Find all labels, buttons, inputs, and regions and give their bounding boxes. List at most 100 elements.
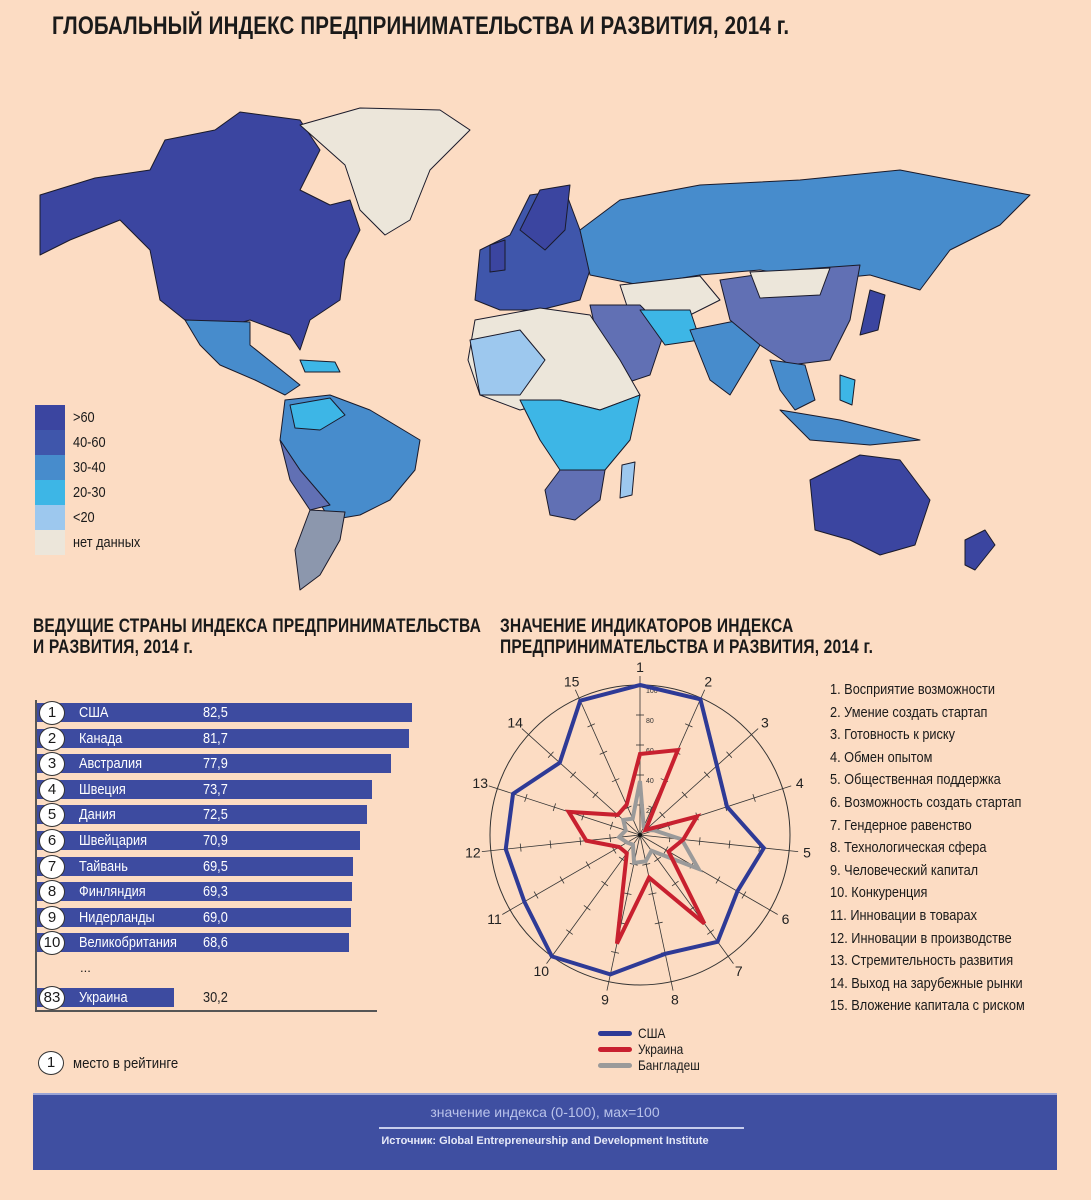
bar-chart-ellipsis: ... [80, 960, 91, 975]
radar-axis [639, 728, 759, 836]
indicator-item: 10. Конкуренция [830, 885, 928, 902]
radar-legend-label: США [638, 1025, 666, 1041]
bar [37, 728, 409, 748]
bar [37, 831, 360, 850]
radar-tick [601, 880, 609, 887]
radar-tick [533, 891, 539, 899]
rank-badge: 8 [39, 880, 65, 905]
radar-tick [609, 834, 611, 843]
radar-tick [698, 837, 701, 846]
footer-banner: значение индекса (0-100), мах=100 Источн… [33, 1093, 1057, 1170]
region-mongolia [749, 267, 831, 299]
region-southeast-asia [769, 359, 816, 411]
value-label: 82,5 [203, 704, 228, 721]
bar-chart: 1 США 82,5 2 Канада 81,7 3 Австралия 77,9 4 Швеция… [0, 0, 450, 1100]
legend-item: 20-30 [35, 480, 152, 505]
value-label: 68,6 [203, 934, 228, 952]
radar-tick [663, 846, 669, 854]
radar-tick [648, 892, 657, 895]
legend-label: 40-60 [73, 434, 106, 451]
radar-axis-label: 6 [782, 911, 790, 927]
radar-axis-label: 8 [671, 991, 679, 1007]
country-label: Украина [79, 989, 128, 1006]
legend-item: 40-60 [35, 430, 152, 455]
legend-item: >60 [35, 405, 152, 430]
rank-badge: 5 [39, 803, 65, 828]
region-japan [859, 289, 886, 336]
radar-series-США [503, 682, 767, 977]
rank-legend: 1 место в рейтинге [38, 1051, 193, 1075]
indicator-item: 3. Готовность к риску [830, 727, 956, 744]
legend-swatch [35, 405, 65, 430]
page-title: ГЛОБАЛЬНЫЙ ИНДЕКС ПРЕДПРИНИМАТЕЛЬСТВА И … [52, 12, 790, 40]
bar-chart-y-axis [35, 700, 37, 1012]
bar [37, 779, 373, 799]
radar-tick [585, 861, 591, 869]
country-label: Тайвань [79, 857, 128, 875]
radar-tick [611, 951, 620, 954]
radar-tick [547, 751, 554, 758]
radar-tick [592, 791, 599, 799]
indicator-item: 12. Инновации в производстве [830, 930, 1012, 947]
radar-radial-tick-label: 80 [646, 718, 654, 725]
rank-badge: 2 [39, 726, 65, 751]
indicator-item: 13. Стремительность развития [830, 953, 1014, 970]
value-label: 69,3 [203, 883, 228, 901]
region-mexico-central-america [184, 319, 301, 396]
rank-badge: 4 [39, 777, 65, 802]
legend-label: >60 [73, 409, 95, 426]
country-label: Нидерланды [79, 908, 155, 926]
legend-label: 20-30 [73, 484, 106, 501]
radar-axis [639, 834, 799, 853]
region-alaska-canada-usa [39, 111, 361, 351]
indicator-item: 4. Обмен опытом [830, 749, 933, 766]
world-map [39, 107, 1031, 591]
radar-radial-tick-label: 40 [646, 778, 654, 785]
radar-axis [639, 785, 792, 836]
rank-badge: 1 [39, 701, 65, 725]
radar-chart-title: ЗНАЧЕНИЕ ИНДИКАТОРОВ ИНДЕКСА ПРЕДПРИНИМА… [500, 616, 873, 658]
region-australia [809, 454, 931, 556]
legend-item: 30-40 [35, 455, 152, 480]
radar-tick [579, 837, 582, 846]
radar-tick [659, 811, 666, 819]
region-madagascar [619, 461, 636, 499]
radar-legend-line [598, 1046, 632, 1052]
rank-badge: 7 [39, 854, 65, 879]
radar-legend-item: Бангладеш [598, 1057, 711, 1073]
radar-legend-item: Украина [598, 1041, 711, 1057]
radar-legend-line [598, 1062, 632, 1068]
radar-tick [642, 863, 651, 866]
value-label: 77,9 [203, 755, 228, 773]
legend-label: 30-40 [73, 459, 106, 476]
source-credit: Источник: Global Entrepreneurship and De… [381, 1135, 709, 1147]
radar-axis-label: 3 [761, 715, 769, 731]
region-scandinavia [519, 184, 571, 251]
radar-tick [565, 929, 573, 935]
indicator-item: 5. Общественная поддержка [830, 772, 1001, 789]
region-southern-africa [544, 469, 606, 521]
bar-chart-title: ВЕДУЩИЕ СТРАНЫ ИНДЕКСА ПРЕДПРИНИМАТЕЛЬСТ… [33, 616, 481, 658]
radar-tick [654, 921, 663, 925]
radar-tick [741, 891, 747, 899]
radar-tick [654, 856, 662, 862]
country-label: Финляндия [79, 883, 146, 901]
legend-item: нет данных [35, 530, 152, 555]
radar-tick [726, 751, 733, 758]
country-label: Дания [79, 806, 116, 824]
rank-badge: 6 [39, 829, 65, 853]
radar-tick [671, 880, 679, 887]
radar-axis [521, 728, 641, 836]
radar-tick [583, 905, 591, 911]
rank-badge: 3 [39, 752, 65, 777]
rank-legend-symbol: 1 [38, 1051, 64, 1075]
country-label: Швеция [79, 780, 126, 798]
map-legend: >60 40-60 30-40 20-30 <20 нет данных [35, 405, 152, 555]
radar-tick [524, 793, 528, 802]
radar-series-Украина [564, 747, 707, 945]
value-label: 69,0 [203, 908, 228, 926]
region-peru-bolivia [279, 439, 331, 511]
bar [37, 754, 392, 774]
legend-swatch [35, 505, 65, 530]
